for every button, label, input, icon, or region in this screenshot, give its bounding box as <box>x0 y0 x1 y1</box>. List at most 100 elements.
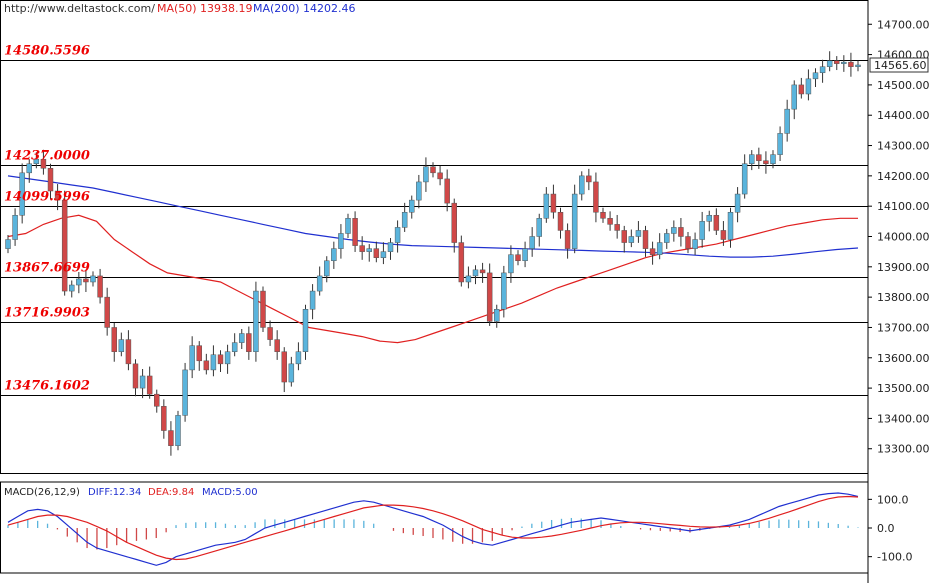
macd-y-tick-label: 100.0 <box>877 493 909 506</box>
candle-bear <box>47 168 54 192</box>
candle-bull <box>472 269 479 277</box>
candle-bull <box>253 290 259 352</box>
candle-bear <box>83 278 89 283</box>
candle-bull <box>5 239 11 249</box>
y-tick-label: 13700.00 <box>877 321 930 334</box>
candle-bull <box>76 278 82 286</box>
candle-bear <box>486 272 493 322</box>
level-label: 13476.1602 <box>4 379 90 394</box>
candle-bear <box>373 248 380 258</box>
candle-bear <box>586 175 592 183</box>
y-tick-label: 13800.00 <box>877 291 930 304</box>
candle-bear <box>132 363 139 389</box>
candle-bull <box>522 248 528 262</box>
candle-bull <box>182 369 188 416</box>
level-label: 13716.9903 <box>4 306 90 321</box>
candle-bull <box>409 199 415 213</box>
candle-bull <box>784 108 790 134</box>
y-tick-label: 14400.00 <box>877 109 930 122</box>
candle-bear <box>274 339 280 352</box>
candle-bear <box>458 242 465 283</box>
candle-bear <box>154 393 160 407</box>
candle-bull <box>727 211 734 240</box>
candle-bull <box>777 133 783 155</box>
candle-bear <box>111 327 117 352</box>
candle-bull <box>139 375 146 389</box>
candle-bull <box>855 64 861 67</box>
macd-y-tick-label: 0.0 <box>877 522 895 535</box>
macd-panel <box>7 492 859 566</box>
ma50-value: 13938.19 <box>200 2 253 15</box>
candle-bull <box>401 211 408 228</box>
candle-bear <box>54 190 61 201</box>
candle-bear <box>104 296 110 328</box>
candle-bull <box>692 239 698 249</box>
macd-title: MACD(26,12,9) <box>4 487 80 498</box>
candle-bear <box>430 166 436 174</box>
macd-value: MACD:5.00 <box>202 487 258 498</box>
candle-bull <box>671 227 677 234</box>
candle-bear <box>550 193 557 213</box>
y-tick-label: 14100.00 <box>877 200 930 213</box>
candle-bull <box>416 181 422 201</box>
candle-bull <box>366 248 372 252</box>
y-tick-label: 14200.00 <box>877 170 930 183</box>
candle-bull <box>812 72 819 80</box>
ma200-value: 14202.46 <box>303 2 356 15</box>
current-price-tag <box>869 57 929 73</box>
candle-bear <box>607 218 613 225</box>
candle-bull <box>699 221 705 240</box>
candle-bull <box>19 172 25 216</box>
candle-bear <box>649 248 656 255</box>
macd-diff: DIFF:12.34 <box>88 487 142 498</box>
level-label: 14099.5996 <box>4 190 90 205</box>
candle-bear <box>40 158 47 169</box>
candle-bear <box>756 154 762 161</box>
candle-bear <box>763 160 769 164</box>
candle-bear <box>125 339 132 365</box>
candle-bull <box>841 61 847 64</box>
ma200-line <box>7 175 859 258</box>
candle-bull <box>501 272 507 310</box>
candle-bull <box>295 351 302 365</box>
y-tick-label: 13300.00 <box>877 443 930 456</box>
candle-bear <box>621 230 627 243</box>
current-price-label: 14565.60 <box>874 59 927 72</box>
candle-bull <box>770 154 776 164</box>
candle-bull <box>394 227 401 243</box>
level-label: 14237.0000 <box>4 149 90 164</box>
candle-bear <box>848 61 854 67</box>
candle-bear <box>161 406 167 431</box>
level-lines <box>0 60 868 396</box>
macd-dea-line <box>7 495 859 561</box>
candle-bull <box>664 233 670 243</box>
candle-bull <box>189 345 195 371</box>
candle-bear <box>146 375 153 395</box>
candle-bull <box>345 218 351 234</box>
candle-bear <box>798 84 805 95</box>
candle-bull <box>791 84 797 110</box>
candle-bear <box>451 202 457 243</box>
y-tick-label: 14300.00 <box>877 140 930 153</box>
candle-bear <box>564 230 571 249</box>
moving-averages <box>7 175 859 344</box>
candle-bear <box>685 236 691 249</box>
candle-bear <box>515 254 521 262</box>
ma50-label: MA(50) <box>157 2 197 15</box>
candle-bull <box>12 215 18 240</box>
candle-bear <box>437 172 443 180</box>
candle-bull <box>338 233 344 249</box>
candle-bull <box>90 275 96 283</box>
candle-bull <box>819 66 826 74</box>
candle-bull <box>465 275 472 283</box>
candle-bear <box>713 215 720 231</box>
candle-bull <box>224 351 231 365</box>
candle-bull <box>494 309 500 322</box>
candle-bull <box>508 254 514 274</box>
candle-bull <box>239 333 245 343</box>
candle-bull <box>635 230 642 237</box>
candle-bull <box>571 193 578 249</box>
level-label: 14580.5596 <box>4 44 90 59</box>
